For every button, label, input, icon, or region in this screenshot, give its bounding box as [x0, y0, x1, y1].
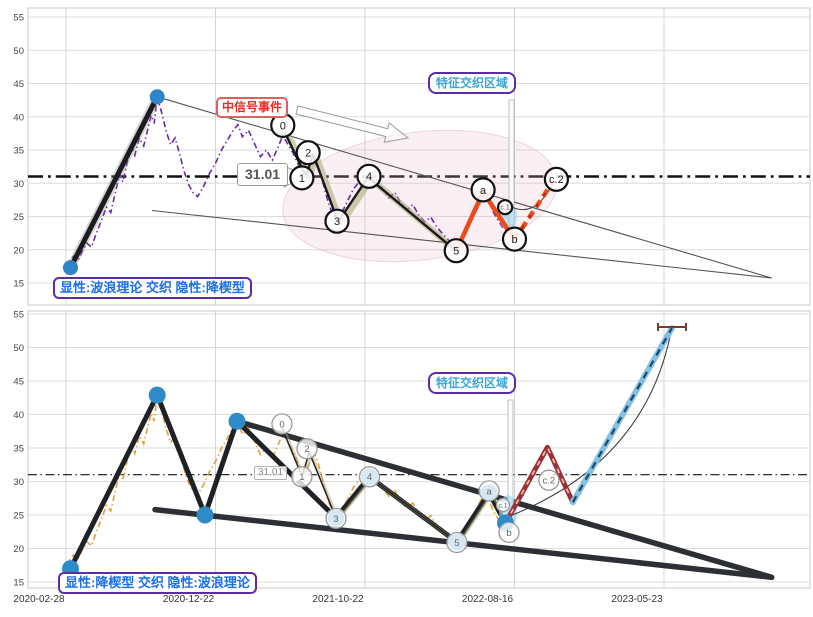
svg-text:c.2: c.2 [549, 174, 564, 186]
panel1-series: 0 2 1 3 4 5 a b c.2 c.1 [62, 89, 772, 279]
pivot-dot [149, 89, 165, 105]
x-tick-label: 2023-05-23 [611, 594, 663, 605]
svg-text:c.2: c.2 [543, 476, 556, 487]
y-tick-label: 25 [13, 212, 24, 223]
y-tick-label: 50 [13, 46, 24, 57]
y-tick-label: 15 [13, 578, 24, 589]
wave-label-3: 3 [325, 507, 347, 530]
y-tick-label: 55 [13, 310, 24, 321]
wave-label-1: 1 [289, 165, 315, 191]
wave-label-b: b [501, 226, 528, 252]
y-tick-label: 35 [13, 444, 24, 455]
pivot-dot [148, 386, 166, 404]
panel2-series: 0 2 1 3 4 5 a b c.2 c.1 [62, 323, 775, 581]
wave-label-b: b [498, 521, 520, 544]
price-level-callout-top: 31.01 [237, 163, 289, 186]
y-tick-label: 30 [13, 477, 24, 488]
hollow-arrow [295, 105, 410, 143]
wave-label-c.1: c.1 [495, 497, 511, 513]
signal-event-label: 中信号事件 [216, 97, 289, 118]
svg-text:c.1: c.1 [499, 502, 508, 509]
panel1-identity-label: 显性:波浪理论 交织 隐性:降楔型 [53, 277, 252, 299]
blue-forecast [569, 325, 675, 506]
wave-label-c.2: c.2 [543, 166, 570, 192]
svg-text:4: 4 [366, 171, 372, 183]
y-tick-label: 20 [13, 245, 24, 256]
svg-text:c.1: c.1 [500, 205, 509, 212]
y-tick-label: 15 [13, 279, 24, 290]
wave-label-5: 5 [443, 238, 469, 264]
x-tick-label: 2020-12-22 [163, 594, 215, 605]
svg-text:a: a [480, 185, 487, 197]
wave-label-0: 0 [271, 413, 293, 435]
svg-text:4: 4 [367, 472, 372, 483]
wave-label-3: 3 [324, 208, 350, 234]
y-tick-label: 55 [13, 13, 24, 24]
wave-label-c.1: c.1 [497, 199, 514, 216]
wave-label-4: 4 [356, 163, 382, 189]
y-tick-label: 50 [13, 343, 24, 354]
wave-label-a: a [470, 177, 496, 203]
wave-label-c.2: c.2 [538, 469, 560, 491]
pivot-dot [228, 412, 246, 430]
svg-text:0: 0 [280, 120, 286, 132]
x-tick-label: 2021-10-22 [312, 594, 364, 605]
svg-text:5: 5 [453, 246, 459, 258]
svg-text:1: 1 [299, 173, 305, 185]
y-tick-label: 35 [13, 146, 24, 157]
wave-label-5: 5 [446, 531, 468, 554]
wave-label-a: a [478, 480, 500, 502]
wave-label-4: 4 [358, 466, 381, 488]
svg-text:3: 3 [334, 216, 340, 228]
price-level-callout-bottom: 31.01 [254, 466, 288, 480]
wave-label-2: 2 [296, 438, 318, 460]
svg-text:0: 0 [279, 419, 284, 430]
y-tick-label: 30 [13, 179, 24, 190]
x-tick-label: 2022-08-16 [462, 594, 514, 605]
y-tick-label: 25 [13, 511, 24, 522]
panel2-identity-label: 显性:降楔型 交织 隐性:波浪理论 [58, 572, 257, 594]
svg-text:3: 3 [333, 514, 338, 525]
y-tick-label: 40 [13, 410, 24, 421]
red-forecast [503, 444, 576, 525]
feature-region-label-top: 特征交织区域 [428, 72, 517, 94]
pivot-dot [63, 260, 78, 276]
wave-label-1: 1 [291, 466, 313, 488]
abc-wave-dashed [512, 178, 557, 242]
target-marker [657, 323, 687, 331]
svg-text:a: a [486, 486, 492, 497]
y-tick-label: 40 [13, 112, 24, 123]
wedge-upper-thin [157, 96, 772, 279]
pivot-dot [196, 506, 214, 524]
feature-region-label-bottom: 特征交织区域 [428, 372, 517, 394]
projection-curve [509, 331, 672, 517]
y-tick-label: 45 [13, 377, 24, 388]
y-tick-label: 45 [13, 79, 24, 90]
impulse-leg [68, 94, 160, 271]
x-tick-label: 2020-02-28 [13, 594, 65, 605]
y-tick-label: 20 [13, 544, 24, 555]
wave-label-2: 2 [295, 140, 321, 166]
svg-text:5: 5 [454, 538, 459, 549]
svg-text:2: 2 [304, 444, 309, 455]
x-axis-labels: 2020-02-28 2020-12-22 2021-10-22 2022-08-16… [13, 594, 663, 605]
svg-text:b: b [506, 528, 511, 539]
svg-text:1: 1 [299, 472, 304, 483]
svg-text:b: b [511, 234, 517, 246]
svg-text:2: 2 [305, 148, 311, 160]
